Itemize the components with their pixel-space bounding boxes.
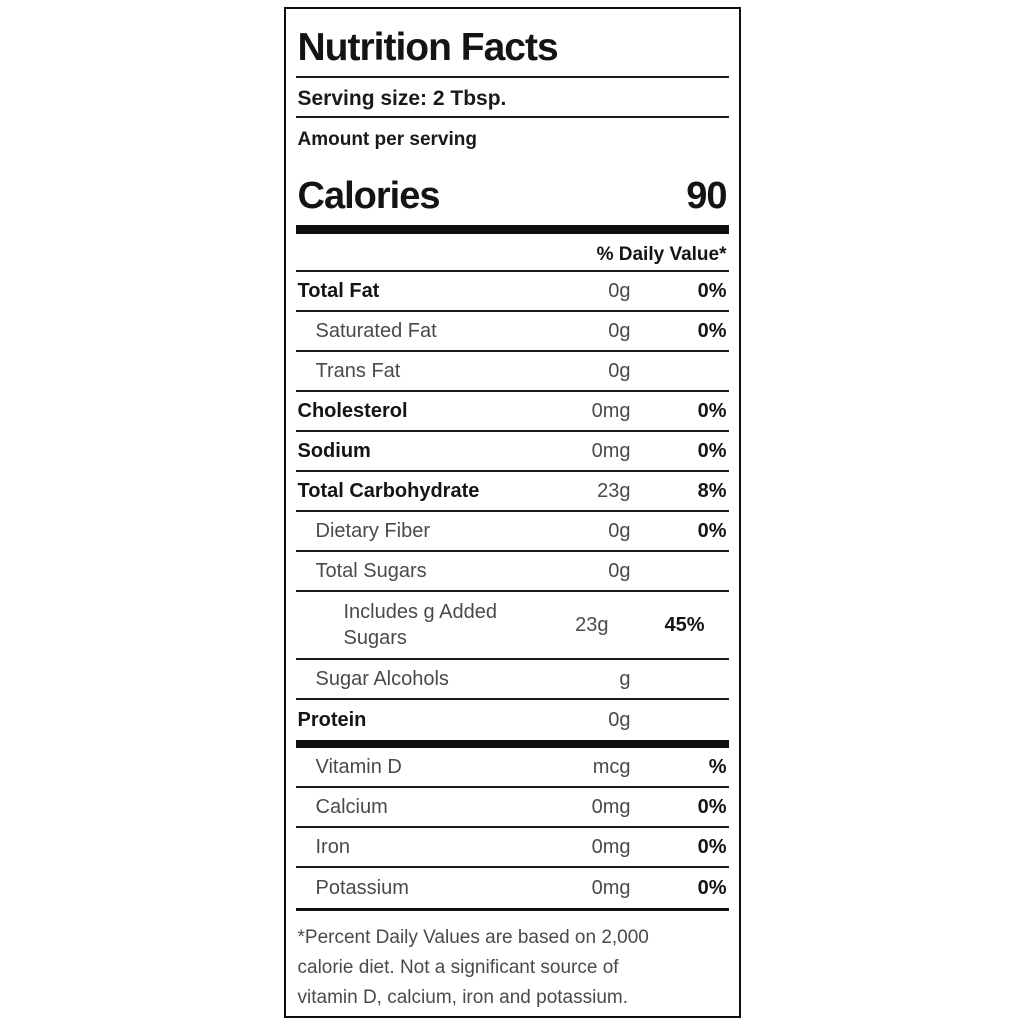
calories-row: Calories 90 (296, 150, 729, 225)
table-row-vitamin-d: Vitamin D mcg % (295, 748, 729, 788)
vitamin-dv: 0% (697, 876, 727, 899)
nutrient-dv: 0% (697, 519, 727, 542)
nutrient-name: Trans Fat (315, 359, 401, 382)
nutrient-name: Includes g Added Sugars (343, 601, 497, 649)
nutrient-amount: g (619, 667, 631, 690)
calories-label: Calories (297, 175, 441, 217)
nutrient-name: Saturated Fat (315, 319, 437, 342)
nutrient-dv: 0% (697, 399, 727, 422)
table-row-dietary-fiber: Dietary Fiber 0g 0% (295, 512, 729, 552)
vitamin-name: Vitamin D (315, 755, 402, 778)
vitamin-dv: % (708, 755, 727, 778)
nutrient-amount: 0g (608, 319, 631, 342)
nutrient-name: Cholesterol (297, 399, 408, 422)
nutrient-amount: 0g (608, 359, 631, 382)
serving-size-text: Serving size: 2 Tbsp. (295, 78, 729, 118)
vitamin-amount: 0mg (591, 835, 631, 858)
table-row-potassium: Potassium 0mg 0% (296, 868, 729, 908)
nutrient-dv: 0% (697, 319, 727, 342)
table-row-sodium: Sodium 0mg 0% (295, 432, 729, 472)
nutrition-facts-label: Nutrition Facts Serving size: 2 Tbsp. Am… (283, 7, 741, 1018)
footnote-divider (295, 908, 729, 911)
vitamin-name: Potassium (315, 876, 409, 899)
nutrient-amount: 0mg (591, 399, 631, 422)
table-row-total-sugars: Total Sugars 0g (295, 552, 729, 592)
table-row-saturated-fat: Saturated Fat 0g 0% (295, 312, 729, 352)
nutrient-amount: 23g (575, 613, 609, 636)
thick-divider-top (295, 225, 729, 234)
nutrient-name: Protein (297, 708, 367, 731)
table-row-sugar-alcohols: Sugar Alcohols g (295, 660, 729, 700)
nutrient-name: Total Fat (297, 279, 380, 302)
nutrient-amount: 0mg (591, 439, 631, 462)
vitamin-name: Iron (315, 835, 350, 858)
footnote-line: calorie diet. Not a significant source o… (297, 957, 619, 978)
nutrient-name: Sugar Alcohols (315, 667, 449, 690)
calories-value: 90 (686, 175, 727, 217)
nutrient-amount: 0g (608, 519, 631, 542)
nutrient-name: Dietary Fiber (315, 519, 430, 542)
table-row-trans-fat: Trans Fat 0g (295, 352, 729, 392)
nutrient-amount: 0g (608, 279, 631, 302)
footnote-line: vitamin D, calcium, iron and potassium. (297, 987, 629, 1008)
thick-divider-bottom (295, 740, 729, 748)
footnote-line: *Percent Daily Values are based on 2,000 (297, 927, 649, 948)
nutrient-name: Total Sugars (315, 559, 427, 582)
vitamin-amount: 0mg (591, 795, 631, 818)
table-row-iron: Iron 0mg 0% (295, 828, 729, 868)
table-row-cholesterol: Cholesterol 0mg 0% (295, 392, 729, 432)
vitamin-dv: 0% (697, 795, 727, 818)
vitamin-dv: 0% (697, 835, 727, 858)
label-title: Nutrition Facts (297, 26, 559, 69)
table-row-added-sugars: Includes g Added Sugars 23g 45% (295, 592, 729, 660)
daily-value-header: % Daily Value* (295, 234, 729, 272)
nutrient-dv: 0% (697, 439, 727, 462)
footnote: *Percent Daily Values are based on 2,000… (296, 911, 729, 1013)
nutrient-name: Sodium (297, 439, 371, 462)
vitamin-amount: 0mg (591, 876, 631, 899)
table-row-total-fat: Total Fat 0g 0% (295, 272, 729, 312)
vitamin-amount: mcg (592, 755, 631, 778)
nutrient-amount: 0g (608, 559, 631, 582)
nutrient-dv: 8% (697, 479, 727, 502)
nutrient-amount: 0g (608, 708, 631, 731)
nutrient-dv: 0% (697, 279, 727, 302)
nutrient-name: Total Carbohydrate (297, 479, 480, 502)
nutrient-amount: 23g (597, 479, 631, 502)
amount-per-serving-text: Amount per serving (297, 129, 477, 150)
nutrient-dv: 45% (664, 613, 705, 636)
table-row-total-carbohydrate: Total Carbohydrate 23g 8% (295, 472, 729, 512)
label-header: Nutrition Facts (295, 9, 729, 78)
table-row-protein: Protein 0g (296, 700, 729, 740)
vitamin-name: Calcium (315, 795, 388, 818)
table-row-calcium: Calcium 0mg 0% (295, 788, 729, 828)
